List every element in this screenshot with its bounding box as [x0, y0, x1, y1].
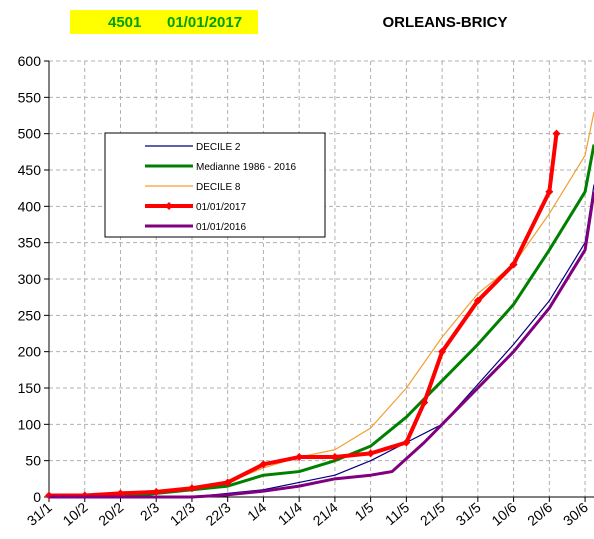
series-marker: [552, 129, 561, 138]
y-tick-label: 450: [18, 162, 42, 178]
y-tick-label: 150: [18, 380, 42, 396]
series-marker: [420, 398, 429, 407]
series-marker: [438, 347, 447, 356]
series-marker: [116, 489, 125, 498]
y-tick-label: 200: [18, 344, 42, 360]
header-date: 01/01/2017: [167, 14, 242, 31]
chart-title: ORLEANS-BRICY: [382, 14, 507, 31]
x-tick-label: 30/6: [560, 499, 591, 529]
legend-label: DECILE 2: [196, 142, 241, 153]
x-tick-label: 1/4: [244, 499, 269, 524]
y-tick-label: 600: [18, 53, 42, 69]
legend-box: [104, 132, 326, 238]
legend-label: 01/01/2017: [196, 202, 246, 213]
series-marker: [330, 453, 339, 462]
series-marker: [545, 187, 554, 196]
legend-label: Medianne 1986 - 2016: [196, 162, 297, 173]
y-tick-label: 100: [18, 416, 42, 432]
x-tick-label: 31/1: [24, 499, 55, 529]
x-tick-label: 11/5: [382, 499, 413, 528]
x-tick-label: 1/5: [351, 499, 376, 524]
series-marker: [152, 487, 161, 496]
y-tick-label: 250: [18, 307, 42, 323]
legend-label: DECILE 8: [196, 182, 241, 193]
series-marker: [295, 453, 304, 462]
x-tick-label: 11/4: [275, 499, 306, 528]
legend-marker: [165, 202, 173, 210]
x-tick-label: 31/5: [453, 499, 484, 529]
legend-label: 01/01/2016: [196, 222, 246, 233]
x-tick-label: 12/3: [167, 499, 198, 529]
series-line: [49, 191, 594, 499]
y-tick-label: 300: [18, 271, 42, 287]
y-tick-label: 350: [18, 235, 42, 251]
x-tick-label: 20/2: [95, 499, 126, 529]
x-tick-label: 2/3: [137, 499, 162, 524]
series-marker: [187, 484, 196, 493]
series-marker: [509, 260, 518, 269]
x-tick-label: 20/6: [524, 499, 555, 529]
y-tick-label: 550: [18, 89, 42, 105]
x-tick-label: 10/2: [60, 499, 91, 529]
series-marker: [259, 460, 268, 469]
x-tick-label: 10/6: [488, 499, 519, 529]
y-tick-label: 50: [25, 453, 41, 469]
series-marker: [366, 449, 375, 458]
series-marker: [473, 296, 482, 305]
x-tick-label: 22/3: [202, 499, 233, 529]
x-tick-label: 21/4: [310, 499, 341, 529]
header-box: [70, 10, 258, 34]
series-marker: [402, 438, 411, 447]
y-tick-label: 0: [33, 489, 41, 505]
series-marker: [223, 478, 232, 487]
x-tick-label: 21/5: [417, 499, 448, 529]
header-code: 4501: [108, 14, 141, 31]
y-tick-label: 500: [18, 126, 42, 142]
y-tick-label: 400: [18, 198, 42, 214]
